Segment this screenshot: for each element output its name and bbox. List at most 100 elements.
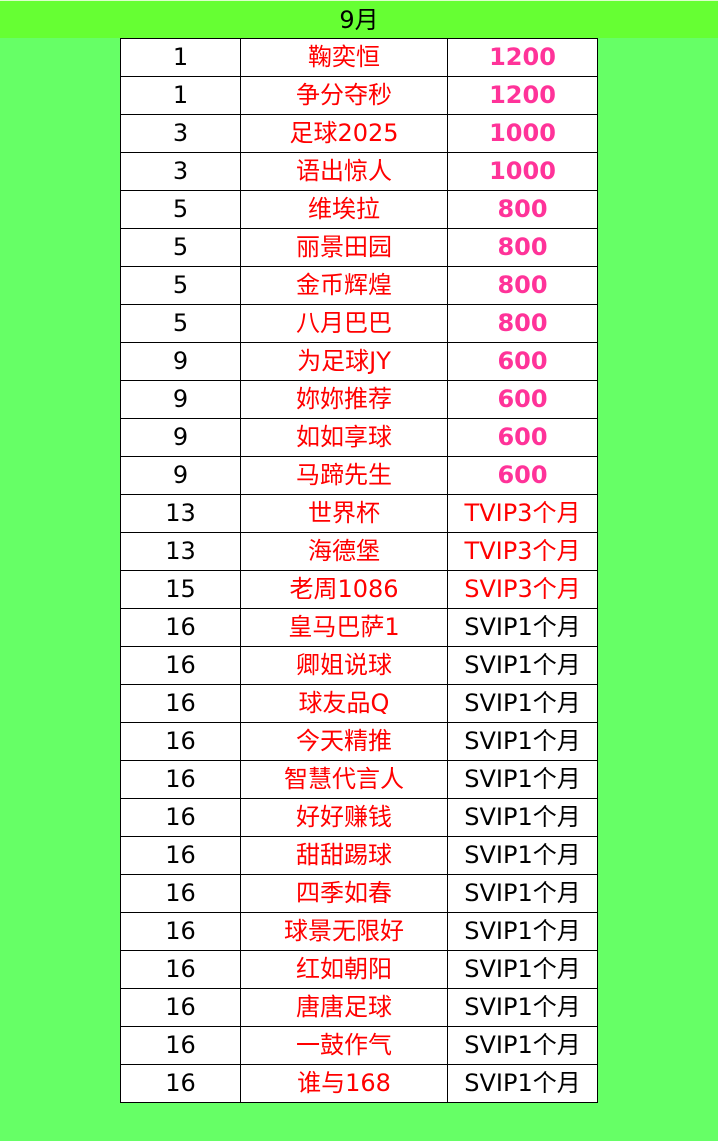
name-cell: 甜甜踢球: [240, 836, 448, 875]
prize-cell: 800: [447, 304, 598, 343]
table-row: 16 谁与168 SVIP1个月: [120, 1064, 598, 1103]
name-cell: 鞠奕恒: [240, 38, 448, 77]
table-row: 16 球友品Q SVIP1个月: [120, 684, 598, 723]
name-cell: 丽景田园: [240, 228, 448, 267]
name-cell: 妳妳推荐: [240, 380, 448, 419]
prize-cell: 600: [447, 418, 598, 457]
rank-cell: 16: [120, 1064, 241, 1103]
table-row: 16 甜甜踢球 SVIP1个月: [120, 836, 598, 875]
rank-cell: 9: [120, 380, 241, 419]
table-row: 16 今天精推 SVIP1个月: [120, 722, 598, 761]
prize-cell: TVIP3个月: [447, 532, 598, 571]
table-row: 3 语出惊人 1000: [120, 152, 598, 191]
rank-cell: 1: [120, 38, 241, 77]
name-cell: 唐唐足球: [240, 988, 448, 1027]
name-cell: 世界杯: [240, 494, 448, 533]
table-row: 9 如如享球 600: [120, 418, 598, 457]
name-cell: 谁与168: [240, 1064, 448, 1103]
rank-cell: 16: [120, 912, 241, 951]
name-cell: 维埃拉: [240, 190, 448, 229]
prize-cell: 600: [447, 456, 598, 495]
table-row: 5 金币辉煌 800: [120, 266, 598, 305]
rank-cell: 13: [120, 494, 241, 533]
rank-cell: 5: [120, 228, 241, 267]
name-cell: 红如朝阳: [240, 950, 448, 989]
rank-cell: 16: [120, 950, 241, 989]
name-cell: 球景无限好: [240, 912, 448, 951]
table-row: 1 争分夺秒 1200: [120, 76, 598, 115]
table-row: 16 好好赚钱 SVIP1个月: [120, 798, 598, 837]
rank-cell: 9: [120, 456, 241, 495]
name-cell: 智慧代言人: [240, 760, 448, 799]
prize-cell: SVIP1个月: [447, 760, 598, 799]
table-row: 16 一鼓作气 SVIP1个月: [120, 1026, 598, 1065]
prize-cell: SVIP1个月: [447, 646, 598, 685]
name-cell: 老周1086: [240, 570, 448, 609]
name-cell: 语出惊人: [240, 152, 448, 191]
prize-cell: SVIP1个月: [447, 1064, 598, 1103]
name-cell: 海德堡: [240, 532, 448, 571]
name-cell: 卿姐说球: [240, 646, 448, 685]
table-row: 16 皇马巴萨1 SVIP1个月: [120, 608, 598, 647]
prize-cell: SVIP1个月: [447, 988, 598, 1027]
prize-cell: TVIP3个月: [447, 494, 598, 533]
rank-cell: 9: [120, 418, 241, 457]
rank-cell: 15: [120, 570, 241, 609]
table-row: 16 唐唐足球 SVIP1个月: [120, 988, 598, 1027]
rank-cell: 16: [120, 836, 241, 875]
table-row: 9 为足球JY 600: [120, 342, 598, 381]
prize-cell: SVIP1个月: [447, 1026, 598, 1065]
prize-cell: SVIP1个月: [447, 950, 598, 989]
prize-cell: 600: [447, 342, 598, 381]
table-row: 1 鞠奕恒 1200: [120, 38, 598, 77]
table-row: 16 红如朝阳 SVIP1个月: [120, 950, 598, 989]
name-cell: 一鼓作气: [240, 1026, 448, 1065]
rank-cell: 13: [120, 532, 241, 571]
table-row: 5 丽景田园 800: [120, 228, 598, 267]
table-row: 9 马蹄先生 600: [120, 456, 598, 495]
table-row: 16 卿姐说球 SVIP1个月: [120, 646, 598, 685]
prize-cell: SVIP1个月: [447, 836, 598, 875]
table-row: 13 海德堡 TVIP3个月: [120, 532, 598, 571]
prize-cell: SVIP1个月: [447, 798, 598, 837]
rank-cell: 16: [120, 646, 241, 685]
name-cell: 八月巴巴: [240, 304, 448, 343]
prize-cell: SVIP1个月: [447, 912, 598, 951]
name-cell: 争分夺秒: [240, 76, 448, 115]
prize-cell: SVIP3个月: [447, 570, 598, 609]
table-row: 5 八月巴巴 800: [120, 304, 598, 343]
name-cell: 如如享球: [240, 418, 448, 457]
table-row: 15 老周1086 SVIP3个月: [120, 570, 598, 609]
table-row: 16 球景无限好 SVIP1个月: [120, 912, 598, 951]
table-row: 16 智慧代言人 SVIP1个月: [120, 760, 598, 799]
rank-cell: 5: [120, 304, 241, 343]
prize-cell: 800: [447, 266, 598, 305]
rank-cell: 16: [120, 988, 241, 1027]
prize-cell: 600: [447, 380, 598, 419]
prize-cell: SVIP1个月: [447, 608, 598, 647]
prize-cell: 1000: [447, 114, 598, 153]
table-row: 9 妳妳推荐 600: [120, 380, 598, 419]
name-cell: 球友品Q: [240, 684, 448, 723]
rank-cell: 9: [120, 342, 241, 381]
prize-cell: 1200: [447, 38, 598, 77]
rank-cell: 5: [120, 266, 241, 305]
ranking-table: 1 鞠奕恒 1200 1 争分夺秒 1200 3 足球2025 1000 3 语出惊人 1000 5 维埃…: [120, 38, 598, 1103]
rank-cell: 1: [120, 76, 241, 115]
rank-cell: 16: [120, 798, 241, 837]
name-cell: 好好赚钱: [240, 798, 448, 837]
prize-cell: SVIP1个月: [447, 722, 598, 761]
month-title: 9月: [0, 0, 718, 38]
table-row: 13 世界杯 TVIP3个月: [120, 494, 598, 533]
rank-cell: 3: [120, 114, 241, 153]
rank-cell: 16: [120, 608, 241, 647]
name-cell: 马蹄先生: [240, 456, 448, 495]
name-cell: 足球2025: [240, 114, 448, 153]
prize-cell: 800: [447, 190, 598, 229]
name-cell: 今天精推: [240, 722, 448, 761]
prize-cell: 1000: [447, 152, 598, 191]
table-row: 3 足球2025 1000: [120, 114, 598, 153]
rank-cell: 16: [120, 722, 241, 761]
name-cell: 皇马巴萨1: [240, 608, 448, 647]
rank-cell: 3: [120, 152, 241, 191]
